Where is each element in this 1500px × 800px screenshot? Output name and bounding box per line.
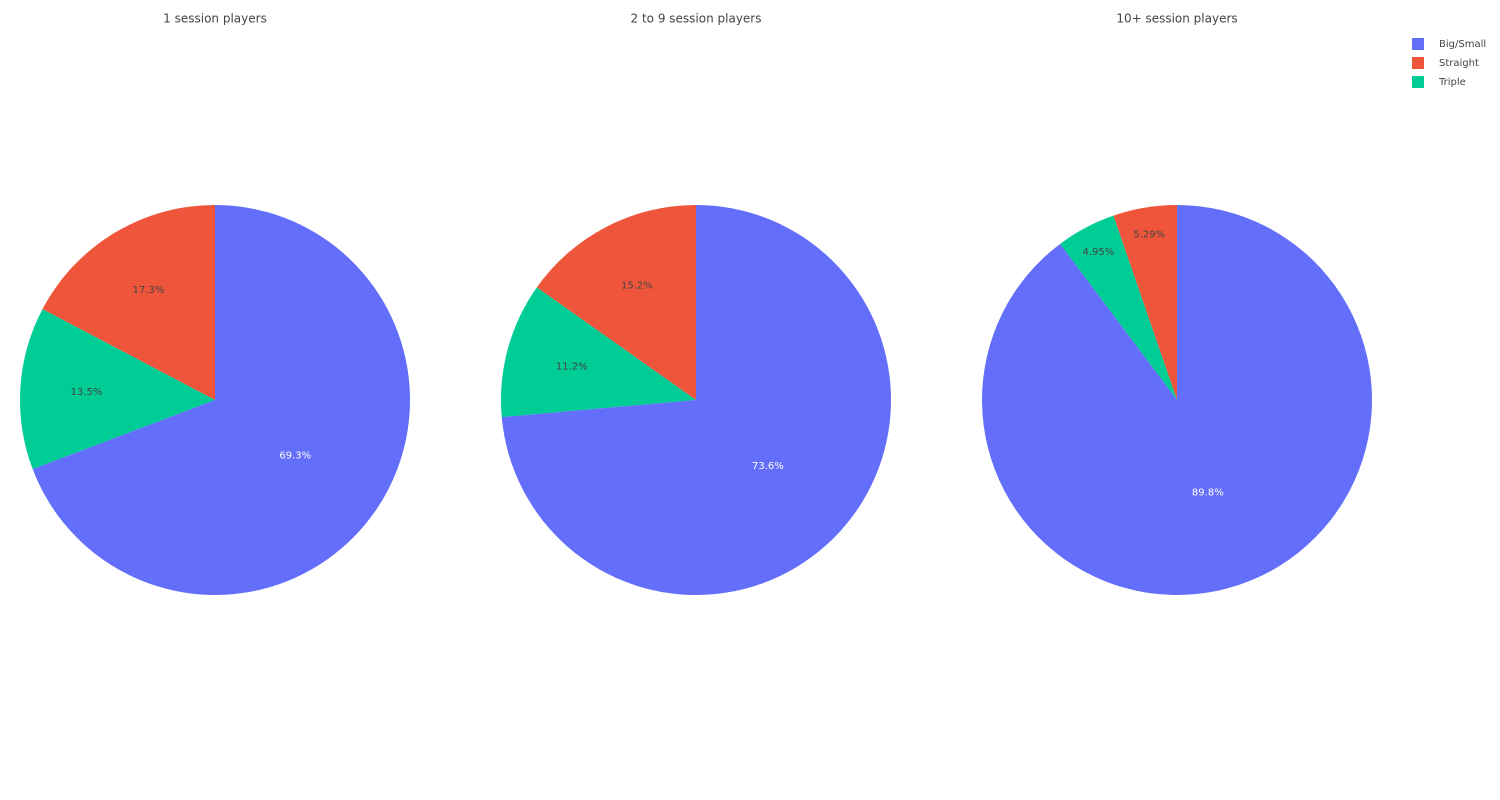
legend-swatch	[1412, 38, 1424, 50]
legend-label: Straight	[1439, 58, 1479, 69]
legend-label: Big/Small	[1439, 39, 1486, 50]
data-label: 5.29%	[1133, 230, 1165, 241]
data-label: 4.95%	[1083, 247, 1115, 258]
data-label: 11.2%	[556, 361, 588, 372]
data-label: 13.5%	[71, 387, 103, 398]
pie-title: 2 to 9 session players	[631, 12, 762, 26]
pie-title: 10+ session players	[1116, 12, 1237, 26]
data-label: 15.2%	[621, 281, 653, 292]
data-label: 89.8%	[1192, 488, 1224, 499]
pie-slice	[536, 205, 696, 400]
data-label: 69.3%	[279, 450, 311, 461]
pie-slice	[501, 205, 892, 595]
data-label: 17.3%	[133, 285, 165, 296]
pie-slice	[20, 309, 216, 470]
pie-slice	[1060, 215, 1177, 400]
legend-swatch	[1412, 57, 1424, 69]
pie-slice	[501, 287, 696, 418]
pie-slice	[32, 205, 411, 595]
pie-slice	[1113, 205, 1177, 400]
pie-slice	[982, 205, 1372, 595]
data-label: 73.6%	[752, 461, 784, 472]
legend-swatch	[1412, 76, 1424, 88]
pie-slice	[42, 205, 216, 400]
pie-title: 1 session players	[163, 12, 267, 26]
legend-label: Triple	[1438, 77, 1466, 88]
